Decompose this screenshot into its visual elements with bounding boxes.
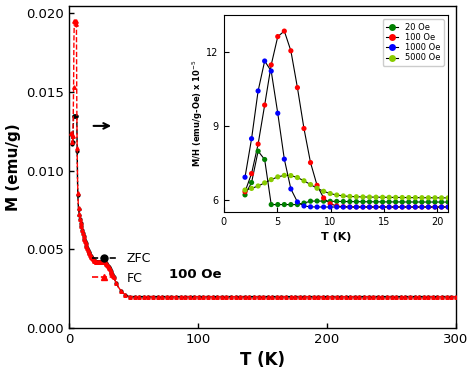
Text: 100 Oe: 100 Oe [170,268,222,281]
Legend: ZFC, FC: ZFC, FC [87,247,156,290]
Y-axis label: M (emu/g): M (emu/g) [6,123,20,211]
X-axis label: T (K): T (K) [240,351,285,369]
